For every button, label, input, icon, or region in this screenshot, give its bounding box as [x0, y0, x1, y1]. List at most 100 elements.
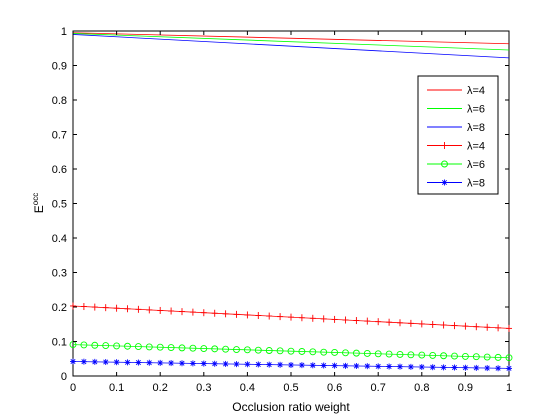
series-6-marker [407, 363, 414, 370]
series-6-marker [233, 361, 240, 368]
series-6-marker [189, 360, 196, 367]
x-tick-label: 0.1 [109, 382, 124, 394]
series-4-marker [146, 306, 153, 314]
series-4-marker [298, 314, 305, 322]
y-tick-label: 0.3 [52, 268, 67, 280]
series-5-marker [91, 341, 99, 349]
series-6-marker [157, 359, 164, 366]
series-5-marker [254, 346, 262, 354]
series-4-marker [80, 303, 87, 311]
series-4-marker [113, 304, 120, 312]
series-6-marker [91, 358, 98, 365]
series-6-marker [244, 361, 251, 368]
y-tick-label: 0.9 [52, 61, 67, 73]
x-tick-label: 0.3 [196, 382, 211, 394]
series-5-marker [178, 344, 186, 352]
series-5-marker [276, 347, 284, 355]
series-5-marker [200, 345, 208, 352]
series-4-marker [135, 305, 142, 313]
series-5-marker [331, 349, 339, 356]
series-4-marker [386, 318, 393, 326]
series-6-marker [288, 361, 294, 368]
legend-label: λ=8 [467, 178, 485, 190]
legend-item-2: λ=6 [427, 104, 485, 116]
x-tick-label: 0.7 [371, 382, 386, 394]
series-5-marker [243, 346, 251, 354]
series-5-marker [461, 352, 469, 360]
series-5-marker [363, 350, 371, 357]
series-5-marker [102, 342, 110, 350]
series-6-marker [462, 364, 469, 371]
series-4-marker [331, 315, 338, 323]
series-6-marker [386, 363, 393, 370]
series-1-line [72, 32, 510, 45]
legend-label: λ=4 [467, 85, 485, 97]
series-6-marker [418, 364, 425, 371]
series-5-marker [113, 342, 121, 350]
ticks-layer: 0 0.1 0.2 0.3 0.4 0.5 0.6 0.7 0.8 0.9 1 0 0.1 0.2 0.3 0… [52, 26, 512, 394]
series-6-marker [506, 365, 512, 372]
series-6-marker [124, 359, 131, 366]
series-6-marker [266, 361, 273, 368]
series-4-marker [222, 310, 229, 318]
y-tick-label: 0.4 [52, 233, 67, 245]
series-6-marker [320, 362, 327, 369]
y-tick-label: 0.2 [52, 302, 67, 314]
x-tick-label: 0.9 [458, 382, 473, 394]
series-4-marker [309, 314, 316, 322]
x-tick-label: 0.6 [327, 382, 342, 394]
y-tick-label: 1 [61, 26, 67, 38]
series-4-marker [244, 311, 251, 319]
series-4-marker [288, 313, 294, 321]
series-6-marker [397, 363, 403, 370]
legend-label: λ=4 [467, 141, 485, 153]
legend-label: λ=6 [467, 159, 485, 171]
series-5-marker [298, 348, 306, 355]
series-6-marker [102, 359, 109, 366]
series-5-marker [124, 342, 131, 350]
series-5-marker [342, 349, 349, 357]
series-3 [72, 34, 510, 59]
series-5-marker [418, 351, 426, 359]
series-6-marker [222, 360, 229, 367]
series-4-marker [473, 323, 480, 331]
series-layer [69, 32, 513, 372]
series-6-marker [331, 362, 338, 369]
series-5-marker [374, 350, 382, 358]
x-tick-label: 0.2 [153, 382, 168, 394]
series-5-marker [483, 353, 491, 361]
series-5-marker [211, 345, 219, 353]
legend-label: λ=6 [467, 104, 485, 116]
series-5-marker [222, 345, 230, 353]
series-6-marker [146, 359, 153, 366]
legend: λ=4 λ=6 λ=8 λ=4 λ=6 λ=8 [417, 75, 499, 195]
x-axis-label: Occlusion ratio weight [232, 400, 350, 414]
series-5-marker [320, 348, 328, 356]
series-4-marker [91, 303, 98, 311]
series-4-marker [124, 305, 131, 313]
series-4-marker [189, 308, 196, 316]
legend-marker [441, 142, 448, 149]
x-tick-label: 0.8 [414, 382, 429, 394]
legend-item-5: λ=6 [427, 159, 485, 171]
series-6-marker [80, 358, 87, 365]
series-5-marker [233, 346, 240, 353]
series-6-marker [277, 361, 284, 368]
series-4-marker [266, 312, 273, 320]
series-6-marker [211, 360, 218, 367]
series-4-marker [255, 311, 262, 319]
y-tick-label: 0.6 [52, 164, 67, 176]
series-5-marker [287, 347, 295, 355]
series-5-marker [309, 348, 317, 356]
series-5-marker [451, 352, 458, 360]
series-4-marker [200, 309, 207, 317]
series-6-marker [200, 360, 207, 367]
legend-item-6: λ=8 [427, 178, 485, 190]
series-6-marker [113, 359, 120, 366]
series-6-marker [429, 364, 436, 371]
legend-marker [441, 160, 448, 168]
series-4-marker [375, 318, 382, 326]
series-6-marker [135, 359, 142, 366]
series-5-marker [505, 354, 513, 362]
series-4-marker [70, 302, 76, 310]
